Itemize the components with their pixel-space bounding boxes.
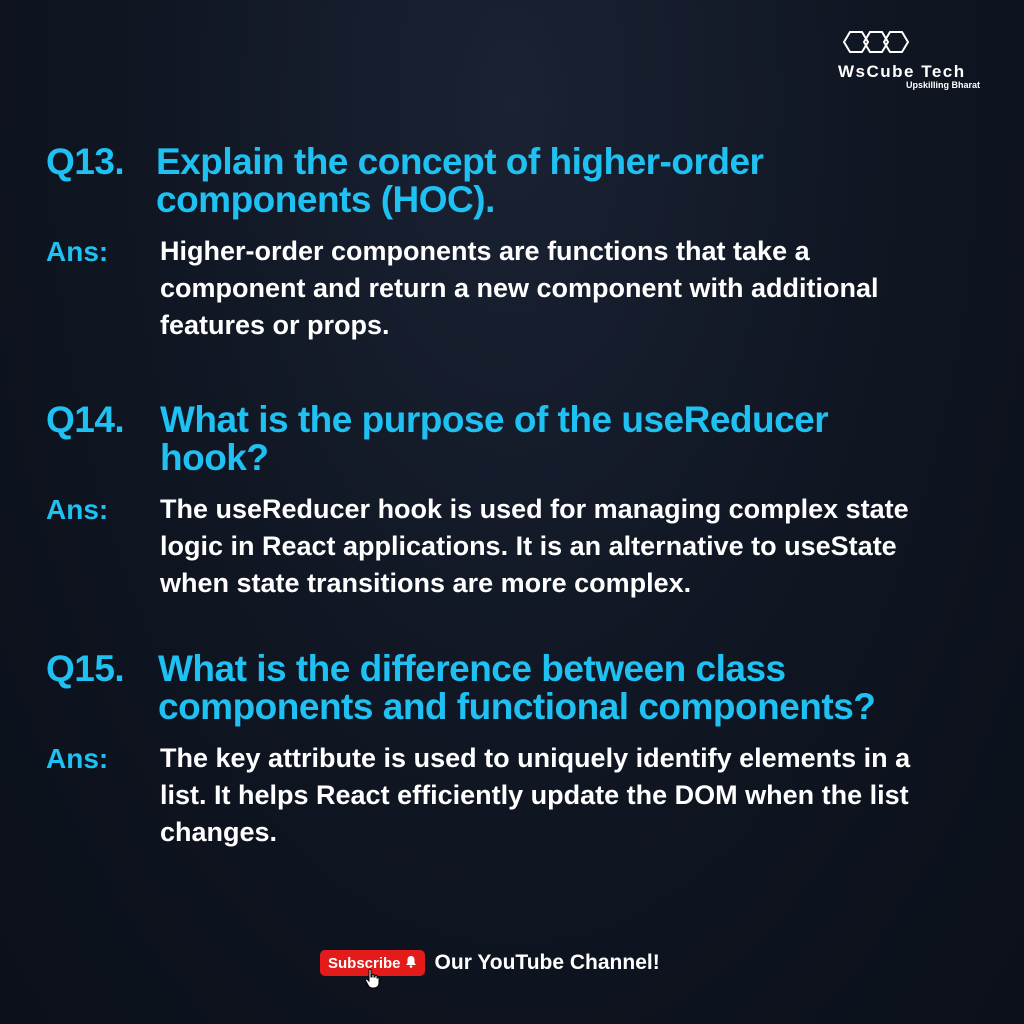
answer-label: Ans:: [46, 494, 109, 525]
brand-name: WsCube Tech: [838, 62, 966, 81]
qa-block-q15: Q15. What is the difference between clas…: [46, 650, 996, 851]
bell-icon: [405, 955, 417, 972]
subscribe-button[interactable]: Subscribe: [320, 950, 425, 989]
youtube-cta: Subscribe Our YouTube Channel!: [320, 950, 660, 989]
question-row: Q14. What is the purpose of the useReduc…: [46, 401, 996, 477]
answer-text: The useReducer hook is used for managing…: [160, 494, 909, 598]
question-text: Explain the concept of higher-order comp…: [156, 141, 764, 220]
question-row: Q13. Explain the concept of higher-order…: [46, 143, 996, 219]
qa-block-q14: Q14. What is the purpose of the useReduc…: [46, 401, 996, 602]
question-number: Q15.: [46, 648, 125, 689]
question-row: Q15. What is the difference between clas…: [46, 650, 996, 726]
answer-text: Higher-order components are functions th…: [160, 236, 879, 340]
answer-text: The key attribute is used to uniquely id…: [160, 743, 911, 847]
question-number: Q14.: [46, 399, 125, 440]
answer-row: Ans: The useReducer hook is used for man…: [46, 491, 996, 602]
subscribe-label: Subscribe: [328, 954, 401, 972]
cta-text: Our YouTube Channel!: [434, 951, 660, 974]
brand-tagline: Upskilling Bharat: [906, 80, 981, 90]
qa-block-q13: Q13. Explain the concept of higher-order…: [46, 143, 996, 344]
brand-logo: WsCube Tech Upskilling Bharat: [832, 28, 1002, 92]
answer-label: Ans:: [46, 743, 109, 774]
answer-row: Ans: Higher-order components are functio…: [46, 233, 996, 344]
hand-cursor-icon: [364, 968, 380, 994]
hexagon-cluster-icon: [842, 31, 910, 53]
question-number: Q13.: [46, 141, 125, 182]
answer-label: Ans:: [46, 236, 109, 267]
answer-row: Ans: The key attribute is used to unique…: [46, 740, 996, 851]
question-text: What is the purpose of the useReducer ho…: [160, 399, 829, 478]
question-text: What is the difference between class com…: [158, 648, 876, 727]
